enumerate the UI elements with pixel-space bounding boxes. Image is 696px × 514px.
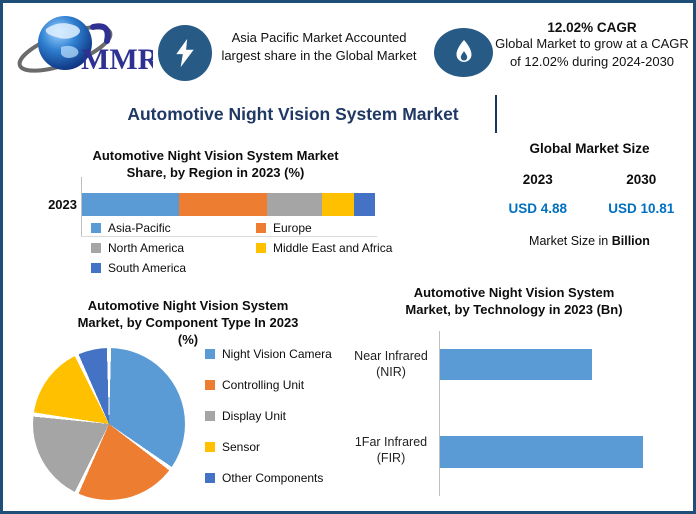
legend-label: Europe	[273, 221, 312, 235]
section-divider	[495, 95, 497, 133]
region-legend: Asia-Pacific Europe North America Middle Ea…	[91, 221, 421, 275]
region-bar-segment-2	[266, 193, 323, 216]
region-bar-segment-4	[354, 193, 375, 216]
market-size-value-2023: USD 4.88	[508, 201, 568, 216]
flame-badge	[434, 28, 493, 77]
legend-swatch-icon	[256, 243, 266, 253]
highlight-share-text: Asia Pacific Market Accounted largest sh…	[221, 30, 417, 63]
legend-swatch-icon	[91, 243, 101, 253]
nir-label-line2: (NIR)	[376, 365, 406, 379]
legend-label: Sensor	[222, 440, 261, 454]
legend-swatch-icon	[205, 411, 215, 421]
technology-chart-title-line2: Market, by Technology in 2023 (Bn)	[405, 302, 623, 317]
component-legend-item-1: Controlling Unit	[205, 378, 332, 392]
legend-label: South America	[108, 261, 187, 275]
nir-label-line1: Near Infrared	[354, 349, 428, 363]
region-year-label: 2023	[48, 197, 77, 212]
region-x-axis	[81, 236, 377, 237]
region-legend-item-1: Europe	[256, 221, 421, 235]
technology-bar-label-nir: Near Infrared (NIR)	[347, 348, 435, 380]
lightning-icon	[176, 38, 194, 68]
region-chart-title-line2: Share, by Region in 2023 (%)	[126, 165, 305, 180]
legend-swatch-icon	[205, 380, 215, 390]
component-legend-item-3: Sensor	[205, 440, 332, 454]
technology-bar-nir	[440, 349, 592, 380]
legend-swatch-icon	[91, 263, 101, 273]
component-chart-title-line2: Market, by Component Type In 2023	[77, 315, 299, 330]
technology-chart-title: Automotive Night Vision System Market, b…	[363, 284, 665, 318]
region-legend-item-3: Middle East and Africa	[256, 241, 421, 255]
region-bar-segment-1	[178, 193, 267, 216]
market-size-year-2030: 2030	[626, 172, 657, 187]
region-legend-item-2: North America	[91, 241, 256, 255]
region-legend-item-4: South America	[91, 261, 256, 275]
legend-label: North America	[108, 241, 185, 255]
region-legend-item-0: Asia-Pacific	[91, 221, 256, 235]
legend-swatch-icon	[205, 349, 215, 359]
fir-label-line1: 1Far Infrared	[354, 435, 428, 449]
market-size-panel: Global Market Size 2023 2030 USD 4.88 US…	[486, 141, 693, 248]
market-size-year-2023: 2023	[522, 172, 553, 187]
mmr-logo: MMR	[17, 16, 153, 76]
region-y-axis	[81, 177, 82, 236]
fir-label-line2: (FIR)	[376, 451, 406, 465]
legend-swatch-icon	[256, 223, 266, 233]
region-bar-segment-0	[82, 193, 179, 216]
market-size-note: Market Size in Billion	[486, 234, 693, 248]
component-pie-chart	[33, 348, 185, 500]
legend-label: Middle East and Africa	[273, 241, 393, 255]
legend-label: Night Vision Camera	[222, 347, 332, 361]
technology-y-axis	[439, 331, 440, 496]
legend-label: Display Unit	[222, 409, 287, 423]
lightning-badge	[158, 25, 212, 81]
market-size-note-unit: Billion	[611, 234, 650, 248]
logo-text: MMR	[81, 43, 153, 76]
component-legend-item-0: Night Vision Camera	[205, 347, 332, 361]
legend-label: Controlling Unit	[222, 378, 305, 392]
globe-continent	[61, 45, 79, 58]
page-title: Automotive Night Vision System Market	[127, 104, 459, 124]
component-chart-title-line1: Automotive Night Vision System	[87, 298, 289, 313]
market-size-value-2030: USD 10.81	[608, 201, 675, 216]
legend-label: Other Components	[222, 471, 324, 485]
legend-swatch-icon	[205, 473, 215, 483]
component-legend: Night Vision Camera Controlling Unit Displ…	[205, 347, 332, 502]
component-chart-title-line3: (%)	[177, 332, 199, 347]
legend-swatch-icon	[205, 442, 215, 452]
region-chart-title: Automotive Night Vision System Market Sh…	[43, 147, 388, 181]
legend-label: Asia-Pacific	[108, 221, 171, 235]
legend-swatch-icon	[91, 223, 101, 233]
component-legend-item-2: Display Unit	[205, 409, 332, 423]
cagr-text: Global Market to grow at a CAGR of 12.02…	[495, 36, 689, 69]
region-stacked-bar	[82, 193, 375, 216]
technology-chart-title-line1: Automotive Night Vision System	[413, 285, 615, 300]
region-bar-segment-3	[322, 193, 355, 216]
globe-continent	[45, 23, 80, 39]
component-chart-title: Automotive Night Vision System Market, b…	[38, 297, 338, 348]
logo-swoosh-blue	[90, 23, 111, 44]
highlight-cagr: 12.02% CAGR Global Market to grow at a C…	[491, 20, 693, 71]
component-legend-item-4: Other Components	[205, 471, 332, 485]
technology-bar-fir	[440, 436, 643, 468]
region-chart-title-line1: Automotive Night Vision System Market	[92, 148, 339, 163]
cagr-title: 12.02% CAGR	[547, 20, 637, 35]
flame-icon	[456, 39, 471, 62]
technology-bar-label-fir: 1Far Infrared (FIR)	[347, 434, 435, 466]
market-size-note-prefix: Market Size in	[529, 234, 609, 248]
market-size-title: Global Market Size	[529, 141, 650, 156]
